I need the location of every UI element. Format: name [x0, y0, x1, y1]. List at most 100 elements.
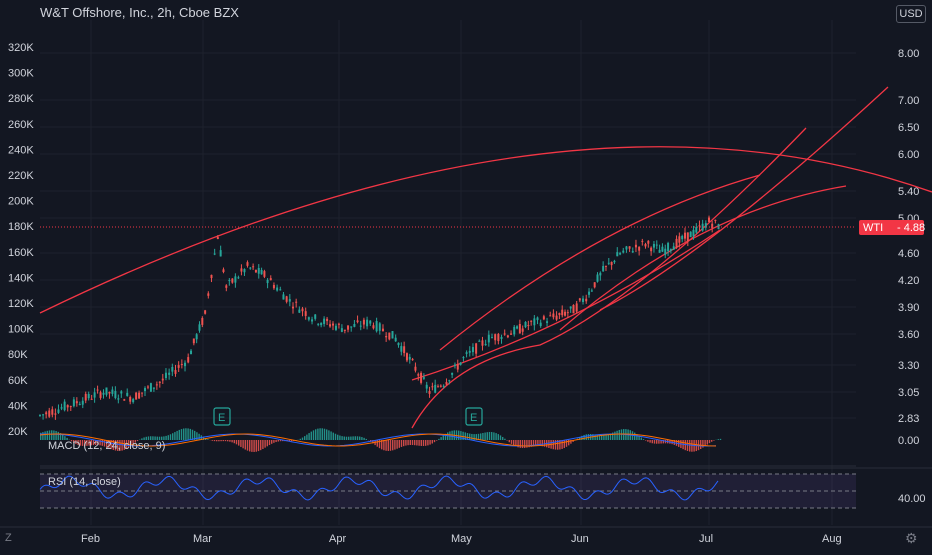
time-tick-label: Jul [699, 533, 713, 545]
candle-body [597, 275, 599, 282]
candle-body [42, 414, 44, 415]
candle-body [376, 321, 378, 331]
macd-histogram-bar [302, 438, 303, 440]
macd-histogram-bar [471, 434, 472, 440]
macd-histogram-bar [438, 439, 439, 440]
macd-histogram-bar [493, 432, 494, 440]
macd-histogram-bar [425, 440, 426, 446]
candle-body [114, 391, 116, 398]
macd-histogram-bar [58, 432, 59, 440]
macd-histogram-bar [652, 440, 653, 443]
rsi-label: RSI (14, close) [48, 476, 121, 488]
macd-histogram-bar [280, 440, 281, 441]
candle-body [485, 344, 487, 345]
price-tick-label: 4.60 [898, 248, 919, 260]
candle-body [193, 339, 195, 344]
candle-body [240, 268, 242, 271]
volume-tick-label: 280K [8, 93, 34, 105]
candle-body [533, 318, 535, 325]
macd-histogram-bar [242, 440, 243, 448]
macd-histogram-bar [502, 437, 503, 440]
macd-histogram-bar [403, 440, 404, 446]
macd-histogram-bar [421, 440, 422, 446]
candle-body [103, 393, 105, 395]
candle-body [292, 307, 294, 309]
candle-body [263, 271, 265, 277]
zoom-button[interactable]: Z [5, 532, 12, 544]
macd-histogram-bar [348, 437, 349, 440]
candle-body [111, 390, 113, 394]
candle-body [372, 325, 374, 328]
arc-large [40, 147, 932, 313]
candle-body [647, 241, 649, 244]
macd-histogram-bar [423, 440, 424, 446]
candle-body [126, 393, 128, 396]
gear-icon[interactable]: ⚙ [905, 530, 918, 547]
candle-body [670, 249, 672, 251]
candle-body [48, 411, 50, 417]
macd-histogram-bar [366, 439, 367, 440]
candle-body [335, 326, 337, 330]
volume-tick-label: 320K [8, 42, 34, 54]
volume-tick-label: 20K [8, 426, 28, 438]
candle-body [159, 382, 161, 383]
macd-histogram-bar [614, 432, 615, 440]
candle-body [504, 334, 506, 335]
candle-body [397, 343, 399, 345]
macd-histogram-bar [654, 440, 655, 444]
macd-histogram-bar [300, 439, 301, 440]
macd-histogram-bar [258, 440, 259, 451]
macd-histogram-bar [55, 431, 56, 440]
macd-histogram-bar [51, 430, 52, 440]
macd-histogram-bar [225, 440, 226, 441]
candle-body [454, 365, 456, 366]
macd-histogram-bar [53, 430, 54, 440]
macd-histogram-bar [328, 430, 329, 440]
candle-body [494, 334, 496, 340]
macd-histogram-bar [308, 433, 309, 440]
candle-body [249, 268, 251, 269]
candle-body [440, 386, 442, 387]
macd-histogram-bar [713, 440, 714, 441]
macd-histogram-bar [212, 440, 213, 441]
drawing-curves[interactable] [40, 87, 932, 428]
candle-body [638, 247, 640, 251]
candle-body [51, 409, 53, 414]
candle-body [305, 311, 307, 316]
macd-histogram-bar [564, 440, 565, 448]
candle-body [525, 322, 527, 327]
currency-button[interactable]: USD [896, 5, 926, 23]
candle-body [135, 393, 137, 400]
candle-body [231, 279, 233, 283]
earnings-marker-label: E [470, 412, 477, 424]
macd-histogram-bar [271, 440, 272, 444]
volume-tick-label: 260K [8, 119, 34, 131]
volume-tick-label: 200K [8, 196, 34, 208]
candle-body [573, 305, 575, 313]
macd-histogram-bar [548, 440, 549, 448]
candle-body [379, 323, 381, 330]
macd-histogram-bar [359, 437, 360, 440]
candle-body [543, 316, 545, 319]
candle-body [481, 340, 483, 345]
candle-body [678, 236, 680, 242]
price-tag: WTI - 4.88 [859, 220, 925, 235]
candle-body [558, 313, 560, 315]
candle-body [650, 248, 652, 252]
volume-tick-label: 180K [8, 221, 34, 233]
macd-histogram-bar [324, 429, 325, 440]
candle-body [326, 319, 328, 321]
macd-histogram-bar [245, 440, 246, 450]
candle-body [347, 325, 349, 329]
candle-body [360, 326, 362, 327]
macd-histogram-bar [487, 432, 488, 440]
macd-histogram-bar [707, 440, 708, 445]
candle-body [70, 406, 72, 407]
candle-body [369, 321, 371, 324]
macd-histogram-bar [383, 440, 384, 450]
time-tick-label: Feb [81, 533, 100, 545]
macd-histogram-bar [240, 440, 241, 447]
